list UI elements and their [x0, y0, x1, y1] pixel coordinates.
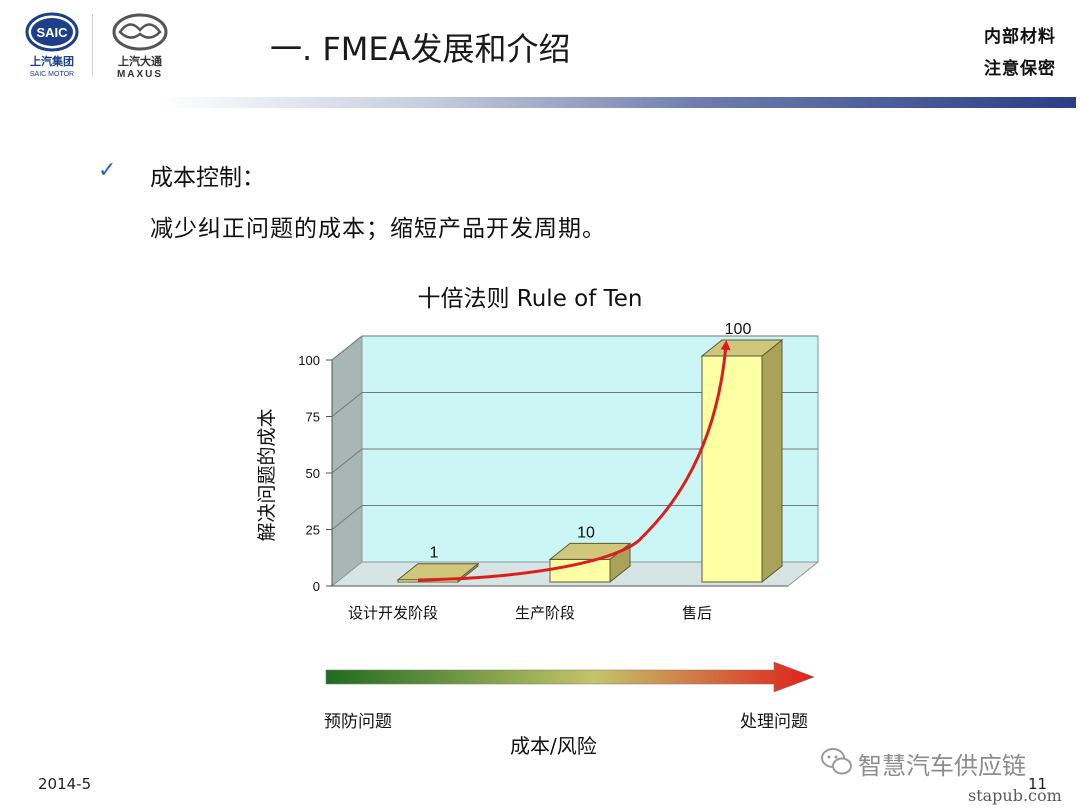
prevent-problem-label: 预防问题	[324, 712, 392, 732]
chart-y-tick-label: 0	[313, 579, 320, 594]
chart-x-tick-label: 设计开发阶段	[348, 604, 438, 622]
saic-logo-mark: SAIC	[36, 25, 68, 40]
chart-gridline-side	[331, 448, 363, 474]
chart-y-ticks: 0 25 50 75 100	[298, 353, 788, 594]
wechat-watermark: 智慧汽车供应链	[820, 744, 1070, 780]
saic-logo-en: SAIC MOTOR	[30, 71, 74, 78]
handle-problem-label: 处理问题	[740, 712, 808, 732]
header-gradient-bar	[160, 97, 1076, 108]
chart-x-tick-label: 生产阶段	[515, 604, 575, 622]
chart-trend-arrow	[417, 340, 731, 582]
chart-x-ticks: 设计开发阶段 生产阶段 售后	[348, 604, 712, 622]
chart-data-labels: 1 10 100	[430, 321, 752, 562]
page-number: 11	[1028, 775, 1048, 793]
maxus-logo: 上汽大通 MAXUS	[112, 13, 168, 80]
chart-data-label: 100	[725, 321, 752, 338]
confidential-label-line2: 注意保密	[984, 59, 1056, 79]
cost-risk-arrow	[325, 661, 815, 693]
checkmark-icon: ✓	[98, 158, 117, 183]
chart-bar	[700, 338, 784, 584]
saic-logo: SAIC 上汽集团 SAIC MOTOR	[25, 12, 79, 78]
chart-bar-side	[761, 338, 783, 584]
saic-logo-cn: 上汽集团	[30, 54, 74, 68]
maxus-logo-en: MAXUS	[117, 69, 163, 80]
wechat-account-name: 智慧汽车供应链	[858, 752, 1026, 780]
footer-date: 2014-5	[38, 775, 92, 793]
chart-y-tick-label: 75	[306, 410, 320, 425]
chart-y-tick-label: 25	[306, 523, 320, 538]
chart-gridline-side	[331, 392, 363, 417]
cost-risk-caption: 成本/风险	[510, 734, 597, 758]
chart-data-label: 1	[430, 545, 439, 562]
wechat-icon	[821, 748, 852, 775]
cost-risk-arrow-shape	[325, 661, 815, 693]
body-text: 减少纠正问题的成本；缩短产品开发周期。	[150, 216, 606, 242]
logo-divider	[92, 14, 93, 76]
chart-y-tick-label: 50	[306, 466, 320, 481]
chart-data-label: 10	[577, 524, 595, 541]
chart-bar-front	[701, 355, 763, 583]
maxus-logo-cn: 上汽大通	[118, 54, 162, 68]
chart-title: 十倍法则 Rule of Ten	[417, 286, 642, 312]
chart-y-tick-label: 100	[298, 353, 320, 368]
site-watermark: stapub.com	[968, 786, 1062, 805]
chart-x-tick-label: 售后	[682, 604, 712, 622]
bullet-text: 成本控制：	[150, 165, 265, 191]
page-title: 一. FMEA发展和介绍	[270, 30, 571, 68]
chart-y-axis-label: 解决问题的成本	[256, 408, 278, 541]
chart-gridline-side	[331, 505, 363, 530]
chart-gridline-side	[331, 335, 363, 361]
confidential-label-line1: 内部材料	[984, 27, 1056, 47]
